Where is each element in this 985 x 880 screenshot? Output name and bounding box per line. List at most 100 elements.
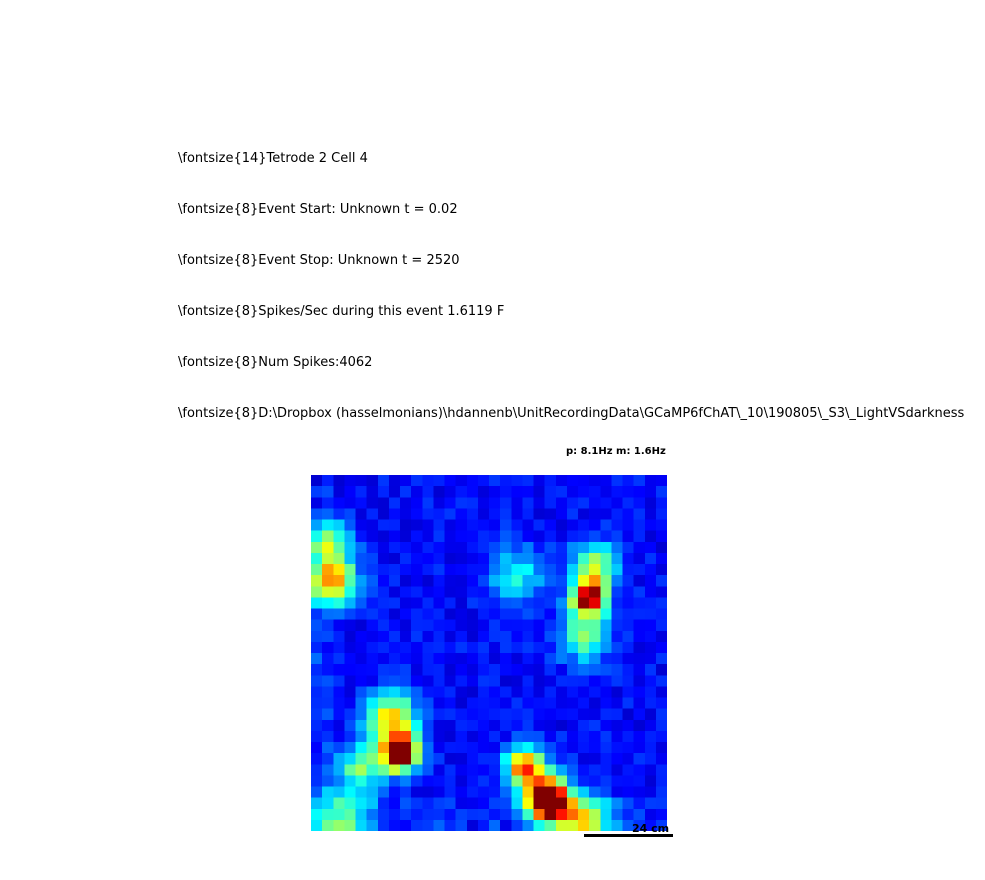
heatmap-cell (511, 586, 523, 598)
heatmap-cell (400, 541, 412, 554)
heatmap-cell (333, 808, 345, 821)
header-line-title: \fontsize{14}Tetrode 2 Cell 4 (178, 151, 368, 166)
heatmap-cell (589, 730, 601, 743)
heatmap-cell (511, 475, 523, 487)
heatmap-cell (489, 808, 501, 821)
heatmap-cell (589, 552, 601, 565)
heatmap-cell (500, 619, 512, 632)
heatmap-cell (589, 675, 601, 687)
heatmap-cell (411, 575, 423, 587)
heatmap-cell (522, 508, 535, 521)
heatmap-cell (533, 819, 546, 831)
heatmap-cell (644, 742, 657, 754)
heatmap-cell (611, 719, 624, 732)
heatmap-cell (578, 597, 590, 610)
heatmap-cell (533, 564, 546, 576)
heatmap-cell (388, 675, 401, 687)
heatmap-cell (400, 597, 412, 610)
heatmap-cell (655, 564, 667, 576)
heatmap-cell (444, 786, 457, 799)
heatmap-cell (566, 664, 579, 676)
heatmap-cell (644, 641, 657, 654)
heatmap-cell (644, 719, 657, 732)
heatmap-cell (444, 597, 457, 610)
heatmap-cell (655, 708, 667, 721)
heatmap-cell (355, 797, 368, 810)
heatmap-cell (322, 675, 334, 687)
heatmap-cell (622, 575, 635, 587)
heatmap-cell (644, 653, 657, 665)
heatmap-cell (366, 486, 379, 498)
heatmap-cell (644, 697, 657, 710)
heatmap-cell (422, 575, 434, 587)
heatmap-cell (589, 508, 601, 521)
heatmap-cell (533, 742, 546, 754)
heatmap-cell (388, 619, 401, 632)
heatmap-cell (388, 519, 401, 532)
heatmap-cell (555, 697, 568, 710)
heatmap-cell (489, 753, 501, 765)
heatmap-cell (455, 586, 468, 598)
heatmap-cell (544, 764, 557, 776)
heatmap-cell (622, 619, 635, 632)
heatmap-cell (611, 575, 624, 587)
heatmap-cell (522, 697, 535, 710)
heatmap-cell (578, 719, 590, 732)
heatmap-cell (477, 686, 490, 699)
heatmap-cell (455, 630, 468, 643)
heatmap-cell (466, 486, 479, 498)
heatmap-cell (578, 819, 590, 831)
heatmap-cell (333, 486, 345, 498)
heatmap-cell (311, 630, 323, 643)
heatmap-cell (522, 675, 535, 687)
heatmap-cell (489, 575, 501, 587)
heatmap-cell (622, 808, 635, 821)
heatmap-cell (522, 475, 535, 487)
heatmap-cell (544, 775, 557, 788)
heatmap-cell (555, 686, 568, 699)
heatmap-cell (444, 764, 457, 776)
heatmap-cell (366, 519, 379, 532)
heatmap-cell (533, 753, 546, 765)
heatmap-cell (366, 586, 379, 598)
heatmap-cell (522, 786, 535, 799)
heatmap-cell (500, 808, 512, 821)
heatmap-cell (600, 708, 612, 721)
heatmap-cell (511, 608, 523, 621)
heatmap-cell (622, 475, 635, 487)
heatmap-cell (444, 797, 457, 810)
heatmap-cell (322, 564, 334, 576)
heatmap-cell (477, 753, 490, 765)
heatmap-cell (533, 519, 546, 532)
heatmap-cell (333, 597, 345, 610)
heatmap-cell (411, 486, 423, 498)
heatmap-cell (500, 708, 512, 721)
heatmap-cell (544, 742, 557, 754)
heatmap-cell (466, 497, 479, 509)
heatmap-cell (589, 586, 601, 598)
heatmap-cell (377, 786, 390, 799)
heatmap-cell (489, 697, 501, 710)
heatmap-cell (388, 630, 401, 643)
scale-bar-label: 24 cm (632, 822, 670, 835)
heatmap-cell (500, 541, 512, 554)
heatmap-cell (455, 608, 468, 621)
heatmap-cell (355, 675, 368, 687)
heatmap-cell (633, 708, 646, 721)
heatmap-cell (366, 753, 379, 765)
heatmap-cell (411, 686, 423, 699)
heatmap-cell (600, 786, 612, 799)
heatmap-cell (355, 530, 368, 543)
heatmap-cell (366, 664, 379, 676)
heatmap-cell (400, 742, 412, 754)
heatmap-cell (566, 775, 579, 788)
heatmap-cell (655, 497, 667, 509)
heatmap-cell (611, 608, 624, 621)
heatmap-cell (433, 808, 446, 821)
heatmap-cell (600, 530, 612, 543)
heatmap-cell (455, 753, 468, 765)
heatmap-cell (433, 697, 446, 710)
heatmap-cell (522, 530, 535, 543)
heatmap-cell (411, 519, 423, 532)
heatmap-cell (400, 786, 412, 799)
